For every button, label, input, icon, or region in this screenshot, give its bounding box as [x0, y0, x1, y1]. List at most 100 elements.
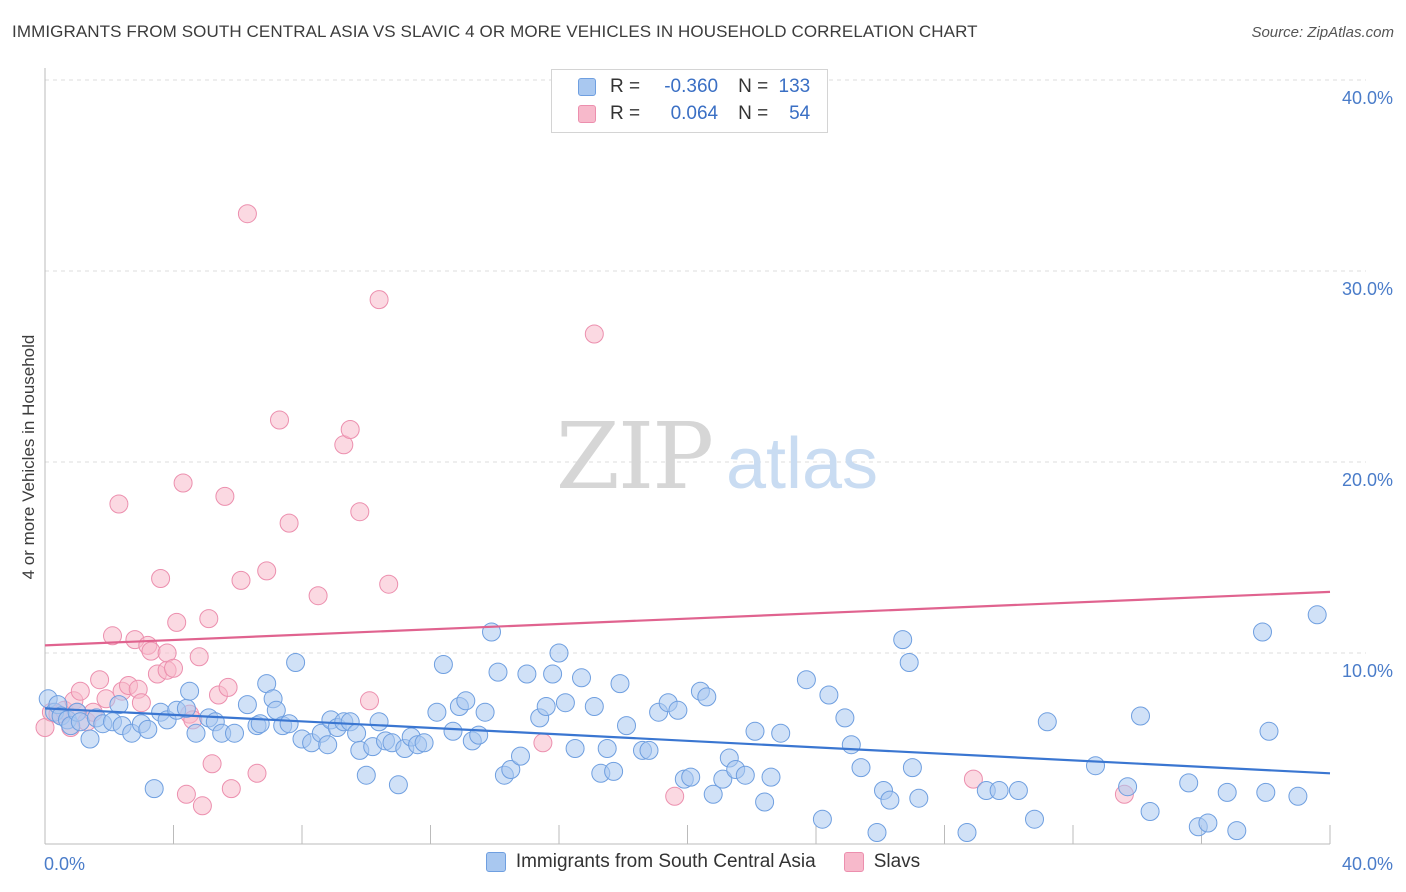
scatter-point — [218, 677, 238, 697]
scatter-point — [270, 410, 289, 430]
scatter-point — [192, 796, 212, 816]
scatter-point — [735, 765, 755, 785]
scatter-point — [443, 721, 463, 741]
scatter-point — [543, 664, 563, 684]
scatter-point — [963, 769, 983, 789]
scatter-point — [668, 700, 688, 720]
scatter-point — [237, 695, 257, 715]
source-label: Source: ZipAtlas.com — [1251, 24, 1394, 41]
scatter-point — [202, 754, 222, 774]
scatter-point — [1118, 777, 1138, 797]
scatter-point — [340, 420, 360, 439]
scatter-point — [308, 586, 328, 606]
tick-labels: 10.0% 20.0% 30.0% 40.0% 0.0% 40.0% — [44, 88, 1393, 874]
scatter-point — [713, 769, 733, 789]
trend-line — [44, 590, 1331, 647]
scatter-point — [433, 655, 453, 674]
scatter-point — [109, 695, 129, 715]
scatter-point — [173, 473, 193, 493]
scatter-point — [989, 781, 1009, 800]
scatter-point — [549, 643, 569, 663]
legend-r-label: R = — [610, 103, 641, 124]
scatter-point — [247, 763, 267, 783]
scatter-point — [347, 723, 367, 743]
scatter-point — [186, 723, 206, 743]
scatter-point — [1253, 622, 1272, 642]
scatter-point — [665, 786, 685, 806]
scatter-point — [414, 733, 434, 753]
legend-r-value: 0.064 — [670, 103, 719, 124]
scatter-point — [501, 760, 521, 779]
scatter-point — [867, 823, 887, 842]
scatter-point — [1008, 781, 1028, 800]
legend-item-south-central-asia: Immigrants from South Central Asia — [485, 851, 816, 873]
scatter-point — [131, 693, 151, 713]
scatter-point — [70, 681, 90, 701]
scatter-point — [257, 561, 277, 581]
scatter-point — [90, 670, 110, 690]
scatter-point — [199, 609, 219, 629]
scatter-point — [167, 612, 187, 632]
scatter-point — [617, 716, 636, 736]
scatter-point — [141, 641, 161, 661]
chart-title: IMMIGRANTS FROM SOUTH CENTRAL ASIA VS SL… — [12, 22, 978, 41]
scatter-point — [1025, 809, 1044, 829]
legend-swatch-blue — [485, 852, 506, 872]
y-tick-label: 10.0% — [1342, 661, 1393, 681]
scatter-point — [369, 712, 389, 732]
scatter-point — [796, 670, 816, 690]
scatter-point — [555, 693, 575, 713]
watermark-zip: ZIP — [556, 403, 712, 510]
trend-lines — [44, 590, 1331, 775]
scatter-point — [1037, 712, 1057, 732]
scatter-point — [909, 788, 929, 808]
legend-n-label: N = — [738, 103, 769, 124]
scatter-point — [1288, 786, 1308, 806]
scatter-point — [761, 767, 781, 787]
series-south-central-asia-points — [38, 605, 1327, 842]
scatter-point — [584, 324, 604, 344]
scatter-point — [511, 746, 530, 766]
legend-item-slavs: Slavs — [843, 851, 920, 873]
scatter-point — [1227, 821, 1247, 841]
scatter-point — [899, 653, 919, 672]
legend-n-value: 133 — [778, 76, 811, 97]
scatter-point — [771, 723, 791, 743]
scatter-point — [475, 702, 495, 722]
y-tick-label: 40.0% — [1342, 88, 1393, 108]
scatter-point — [819, 685, 839, 705]
scatter-point — [597, 739, 617, 758]
scatter-point — [681, 767, 701, 787]
scatter-point — [231, 570, 251, 590]
scatter-point — [80, 729, 100, 749]
scatter-point — [604, 761, 624, 781]
scatter-point — [286, 653, 306, 672]
scatter-point — [745, 721, 765, 741]
scatter-point — [893, 630, 913, 650]
scatter-point — [318, 735, 338, 755]
scatter-point — [225, 723, 244, 743]
legend-n-label: N = — [738, 76, 769, 97]
scatter-point — [360, 691, 379, 711]
scatter-point — [189, 647, 209, 667]
scatter-point — [350, 502, 370, 522]
scatter-point — [151, 569, 171, 588]
scatter-point — [1259, 721, 1279, 741]
legend-n-value: 54 — [789, 103, 811, 124]
scatter-point — [703, 784, 723, 804]
scatter-point — [1307, 605, 1327, 625]
scatter-point — [369, 290, 389, 310]
scatter-point — [835, 708, 855, 728]
legend-r-label: R = — [610, 76, 641, 97]
scatter-point — [610, 674, 630, 694]
y-tick-label: 20.0% — [1342, 470, 1393, 490]
grid-lines — [45, 79, 1366, 654]
scatter-point — [1086, 756, 1105, 776]
scatter-point — [388, 775, 408, 795]
scatter-point — [70, 712, 90, 732]
scatter-point — [164, 658, 183, 678]
x-tick-label: 0.0% — [44, 854, 85, 874]
scatter-point — [279, 513, 299, 533]
scatter-point — [250, 714, 270, 734]
legend-row-south-central-asia: R = -0.360 N = 133 — [578, 74, 810, 100]
